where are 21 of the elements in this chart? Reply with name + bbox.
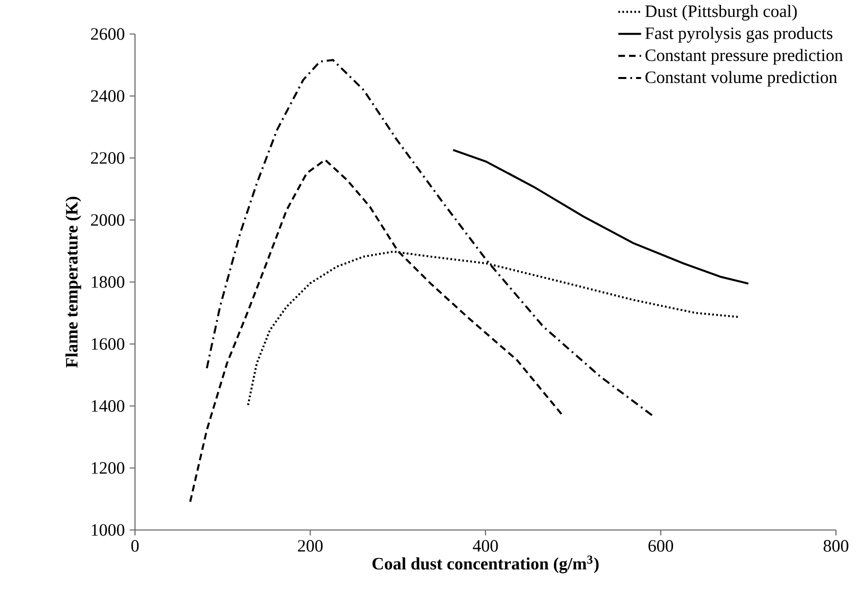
x-tick-label: 800: [824, 540, 848, 552]
legend-label: Dust (Pittsburgh coal): [645, 4, 797, 21]
y-tick-label: 2000: [91, 214, 124, 226]
legend-label: Fast pyrolysis gas products: [645, 26, 832, 43]
y-tick-label: 2600: [91, 28, 124, 40]
x-tick-label: 600: [648, 540, 674, 552]
y-tick-label: 1800: [92, 276, 124, 288]
y-tick-label: 1600: [92, 338, 124, 350]
x-tick-label: 200: [298, 540, 323, 552]
legend-label: Constant volume prediction: [645, 70, 838, 87]
y-tick-label: 2400: [91, 90, 124, 102]
line-series: [452, 148, 750, 285]
x-axis-title: Coal dust concentration (g/m$^{3}$): [372, 556, 599, 574]
y-axis-title: Flame temperature (K): [65, 196, 82, 368]
legend-label: Constant pressure prediction: [645, 48, 843, 65]
y-tick-label: 1000: [92, 524, 124, 536]
y-tick-label: 1400: [92, 400, 124, 412]
y-tick-label: 1200: [92, 462, 124, 474]
y-tick-label: 2200: [91, 152, 124, 164]
x-tick-label: 0: [131, 540, 139, 552]
x-tick-label: 400: [472, 540, 498, 552]
